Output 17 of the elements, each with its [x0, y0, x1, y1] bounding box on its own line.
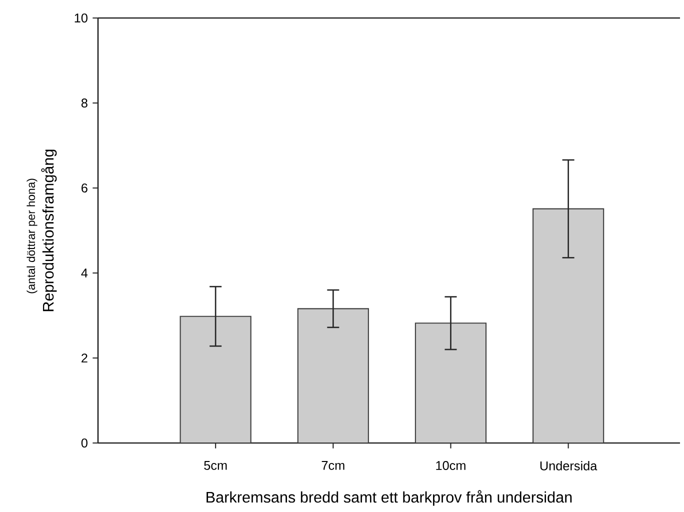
- x-axis-title: Barkremsans bredd samt ett barkprov från undersidan: [206, 490, 572, 506]
- y-tick-label: 2: [82, 354, 88, 362]
- y-tick-label: 10: [74, 14, 88, 22]
- x-tick-label: 5cm: [204, 461, 227, 470]
- y-tick-label: 4: [81, 268, 88, 278]
- bar: [414, 322, 487, 444]
- bar: [532, 208, 604, 444]
- bar: [297, 308, 369, 444]
- y-axis-title: Reproduktionsframgång: [41, 150, 57, 312]
- text: (antal döttrar per hona): [26, 178, 38, 294]
- x-tick-label: Undersida: [540, 461, 598, 470]
- x-tick-label: 7cm: [322, 461, 344, 470]
- y-tick-label: 0: [81, 438, 88, 448]
- bar: [180, 316, 252, 444]
- x-tick-label: 10cm: [436, 461, 466, 470]
- y-tick-label: 6: [82, 184, 88, 192]
- y-tick-label: 8: [81, 98, 88, 108]
